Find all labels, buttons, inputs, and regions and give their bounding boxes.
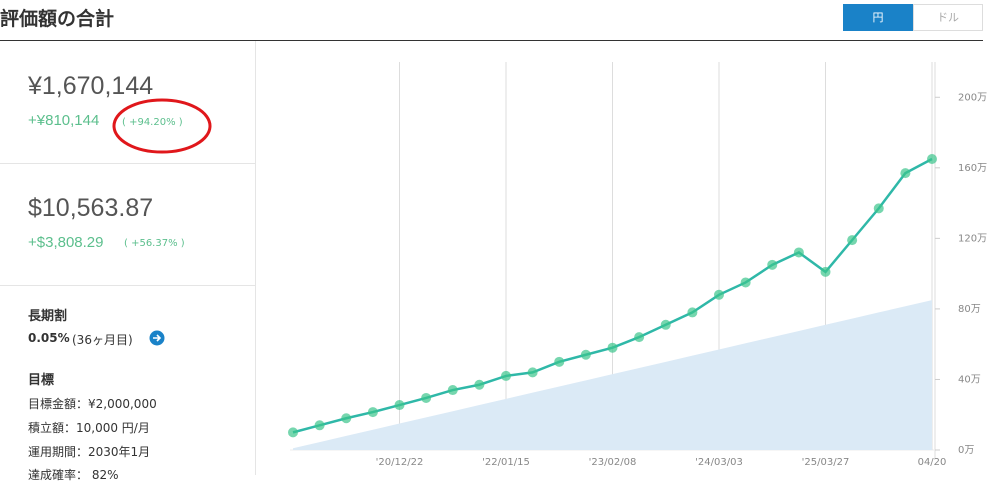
y-tick-label: 40万 (958, 374, 981, 385)
divider (0, 285, 255, 286)
page-title: 評価額の合計 (0, 8, 115, 30)
point (580, 349, 591, 360)
x-tick-label: '24/03/03 (695, 457, 743, 468)
y-tick-label: 0万 (958, 445, 974, 456)
point (421, 392, 432, 403)
point (847, 235, 858, 246)
point (634, 332, 645, 343)
y-tick-label: 80万 (958, 304, 981, 315)
rate-yen: ( +94.20% ) (122, 117, 183, 128)
discount-months: (36ヶ月目) (72, 333, 133, 347)
point (447, 385, 458, 396)
point (501, 370, 511, 381)
goal-period: 運用期間：2030年1月 (28, 445, 151, 459)
red-circle-annotation (112, 98, 212, 154)
point (527, 367, 538, 378)
divider (0, 163, 255, 164)
point (793, 247, 804, 258)
point (927, 154, 937, 164)
point (767, 259, 778, 270)
toggle-yen[interactable]: 円 (843, 4, 913, 31)
point (394, 400, 405, 411)
discount-value: 0.05% (28, 331, 70, 345)
point (607, 342, 618, 353)
goal-label: 目標 (28, 373, 55, 388)
x-tick-label: '20/12/22 (376, 457, 424, 468)
discount-label: 長期割 (28, 309, 68, 324)
point (288, 427, 298, 438)
gain-usd: +$3,808.29 (28, 234, 104, 251)
point (873, 203, 884, 214)
point (660, 319, 671, 330)
panel-border (255, 41, 256, 475)
total-yen: ¥1,670,144 (28, 72, 154, 100)
point (900, 168, 911, 179)
point (314, 420, 325, 431)
header-rule (0, 40, 983, 41)
contribution-area (293, 300, 932, 450)
rate-usd: ( +56.37% ) (124, 238, 185, 249)
point (554, 356, 565, 367)
point (714, 289, 724, 300)
toggle-usd[interactable]: ドル (913, 4, 983, 31)
info-arrow[interactable] (149, 330, 165, 346)
goal-amount: 目標金額：¥2,000,000 (28, 397, 157, 411)
point (341, 413, 352, 424)
point (820, 266, 831, 277)
point (740, 277, 751, 288)
gain-yen: +¥810,144 (28, 112, 100, 129)
point (367, 407, 378, 418)
x-tick-label: 04/20 (918, 457, 947, 468)
total-usd: $10,563.87 (28, 194, 154, 222)
y-tick-label: 200万 (958, 92, 987, 103)
goal-monthly: 積立額：10,000 円/月 (28, 421, 150, 435)
x-tick-label: '23/02/08 (589, 457, 637, 468)
point (474, 379, 485, 390)
x-tick-label: '25/03/27 (802, 457, 850, 468)
y-tick-label: 120万 (958, 233, 987, 244)
y-tick-label: 160万 (958, 163, 987, 174)
point (687, 307, 698, 318)
x-tick-label: '22/01/15 (482, 457, 530, 468)
